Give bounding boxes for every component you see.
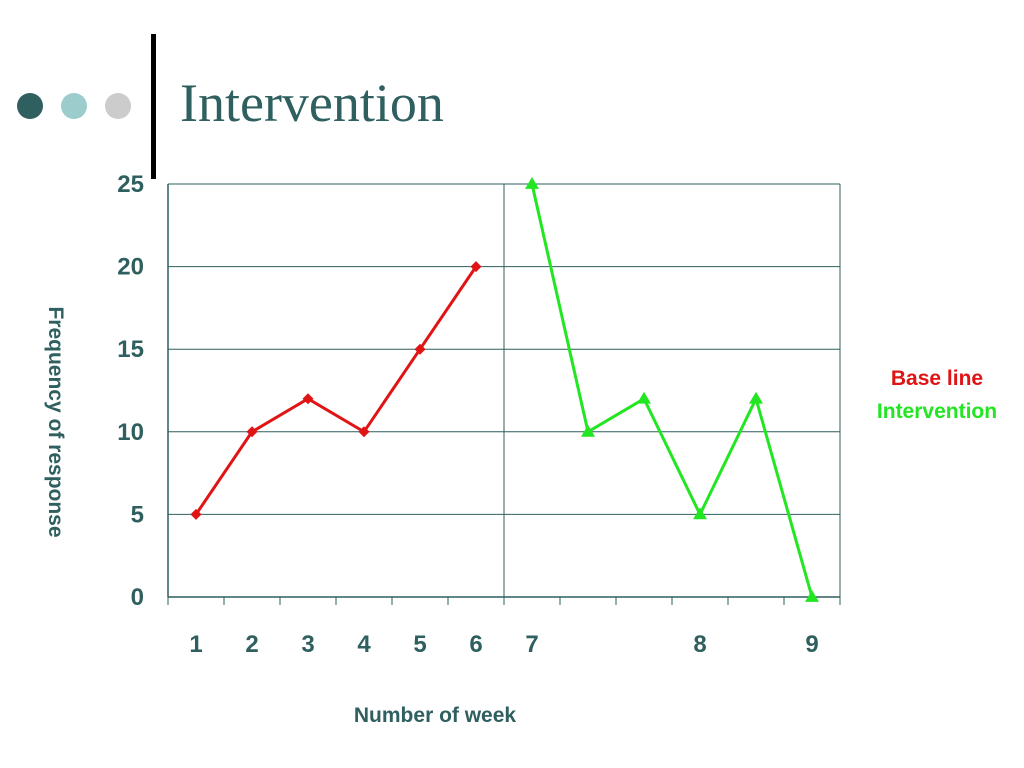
dot-grey xyxy=(105,93,131,119)
data-point xyxy=(358,426,370,438)
x-tick-label: 6 xyxy=(469,631,482,658)
x-tick-label: 7 xyxy=(525,631,538,658)
data-point xyxy=(749,391,763,404)
x-tick-label: 9 xyxy=(805,631,818,658)
title-divider xyxy=(151,34,156,179)
legend-item-baseline: Base line xyxy=(890,367,984,390)
x-tick-label: 3 xyxy=(301,631,314,658)
series-line-intervention xyxy=(530,183,814,598)
y-tick-label: 0 xyxy=(131,584,144,611)
y-tick-label: 15 xyxy=(117,336,144,363)
data-point xyxy=(190,508,202,520)
y-tick-label: 10 xyxy=(117,419,144,446)
page-title: Intervention xyxy=(180,73,444,133)
dot-dark xyxy=(17,93,43,119)
y-tick-label: 5 xyxy=(131,501,144,528)
data-point xyxy=(246,426,258,438)
x-tick-label: 2 xyxy=(245,631,258,658)
x-axis-label: Number of week xyxy=(354,704,517,727)
data-point xyxy=(414,343,426,355)
x-tick-label: 8 xyxy=(693,631,706,658)
data-point xyxy=(637,391,651,404)
y-tick-label: 20 xyxy=(117,254,144,281)
x-tick-label: 4 xyxy=(357,631,371,658)
data-point xyxy=(805,590,819,602)
x-tick-label: 1 xyxy=(189,631,202,658)
dot-teal xyxy=(61,93,87,119)
y-axis-label: Frequency of response xyxy=(44,306,67,537)
data-point xyxy=(525,177,539,189)
decorative-dots xyxy=(17,93,131,119)
chart-legend: Base line Intervention xyxy=(852,362,1022,428)
data-point xyxy=(302,393,314,405)
y-tick-label: 25 xyxy=(117,171,144,198)
data-point xyxy=(581,424,595,437)
legend-item-intervention: Intervention xyxy=(876,400,998,423)
series-line-baseline xyxy=(194,265,478,516)
data-point xyxy=(693,507,707,520)
x-tick-label: 5 xyxy=(413,631,426,658)
data-point xyxy=(470,261,482,273)
